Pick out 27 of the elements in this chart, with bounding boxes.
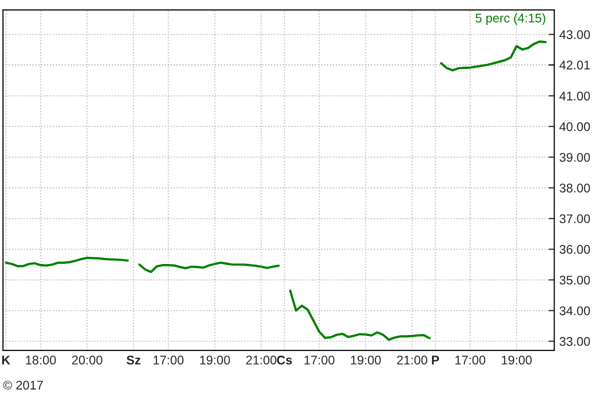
y-tick-label: 42.01 xyxy=(559,60,590,70)
y-tick-label: 37.00 xyxy=(560,214,590,224)
x-tick-label: 20:00 xyxy=(72,356,102,365)
y-tick-label: 35.00 xyxy=(560,276,590,285)
y-tick-label: 39.00 xyxy=(560,152,590,162)
y-tick-label: 43.00 xyxy=(559,30,590,40)
x-tick-label: 17:00 xyxy=(304,356,334,365)
x-tick-label: P xyxy=(432,356,440,364)
x-tick-label: Cs xyxy=(276,356,292,365)
x-tick-label: 17:00 xyxy=(455,356,486,365)
chart-subtitle: 5 perc (4:15) xyxy=(476,13,546,25)
x-tick-label: 21:00 xyxy=(246,356,276,365)
y-tick-label: 34.00 xyxy=(560,306,590,316)
y-tick-label: 36.00 xyxy=(560,245,590,254)
y-tick-label: 38.00 xyxy=(560,184,590,193)
x-tick-label: 19:00 xyxy=(350,356,381,365)
x-tick-label: Sz xyxy=(126,356,140,365)
x-tick-label: 21:00 xyxy=(397,356,428,365)
y-tick-label: 40.00 xyxy=(559,122,590,132)
x-tick-label: 19:00 xyxy=(502,356,532,365)
y-tick-label: 33.00 xyxy=(560,337,590,346)
x-tick-label: 19:00 xyxy=(200,356,230,365)
x-tick-label: 17:00 xyxy=(154,356,184,365)
x-tick-label: K xyxy=(2,356,10,364)
y-tick-label: 41.00 xyxy=(559,92,590,100)
text: © 2017 xyxy=(3,380,43,390)
x-tick-label: 18:00 xyxy=(26,356,56,365)
